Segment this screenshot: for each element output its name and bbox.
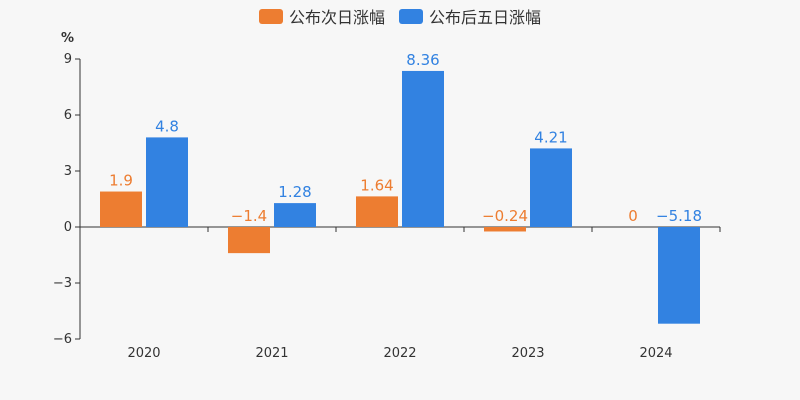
data-label: 1.28 xyxy=(278,183,311,201)
bar[interactable] xyxy=(658,227,700,324)
data-label: −0.24 xyxy=(482,207,528,225)
legend-item-five-day[interactable]: 公布后五日涨幅 xyxy=(399,4,541,28)
bar[interactable] xyxy=(356,196,398,227)
y-tick-label: 0 xyxy=(64,220,72,235)
data-label: −5.18 xyxy=(656,207,702,225)
bar[interactable] xyxy=(484,227,526,232)
bar[interactable] xyxy=(100,191,142,227)
y-tick-label: 9 xyxy=(64,52,72,67)
legend-swatch-next-day xyxy=(258,8,283,24)
legend-swatch-five-day xyxy=(399,8,423,24)
x-tick-label: 2023 xyxy=(511,346,544,361)
y-tick-label: 6 xyxy=(64,108,72,123)
data-label: −1.4 xyxy=(231,207,267,225)
legend-item-next-day[interactable]: 公布次日涨幅 xyxy=(258,4,385,28)
y-axis-unit: % xyxy=(61,31,74,46)
bar[interactable] xyxy=(402,70,444,228)
data-label: 1.64 xyxy=(360,176,393,194)
data-label: 4.8 xyxy=(155,117,179,135)
bar[interactable] xyxy=(228,227,270,254)
legend: 公布次日涨幅 公布后五日涨幅 xyxy=(0,4,800,28)
legend-label-five-day: 公布后五日涨幅 xyxy=(429,8,542,27)
bar[interactable] xyxy=(274,203,316,227)
legend-label-next-day: 公布次日涨幅 xyxy=(288,8,385,27)
x-tick-label: 2024 xyxy=(639,346,672,361)
data-label: 1.9 xyxy=(109,172,133,190)
y-tick-label: 3 xyxy=(64,164,72,179)
data-label: 8.36 xyxy=(406,51,439,69)
bar[interactable] xyxy=(530,148,572,227)
y-tick-label: −3 xyxy=(53,276,72,291)
x-tick-label: 2021 xyxy=(255,346,288,361)
data-label: 4.21 xyxy=(534,128,567,146)
bar[interactable] xyxy=(146,137,188,227)
x-tick-label: 2020 xyxy=(127,346,160,361)
x-tick-label: 2022 xyxy=(383,346,416,361)
y-tick-label: −6 xyxy=(53,332,72,347)
data-label: 0 xyxy=(628,207,638,225)
